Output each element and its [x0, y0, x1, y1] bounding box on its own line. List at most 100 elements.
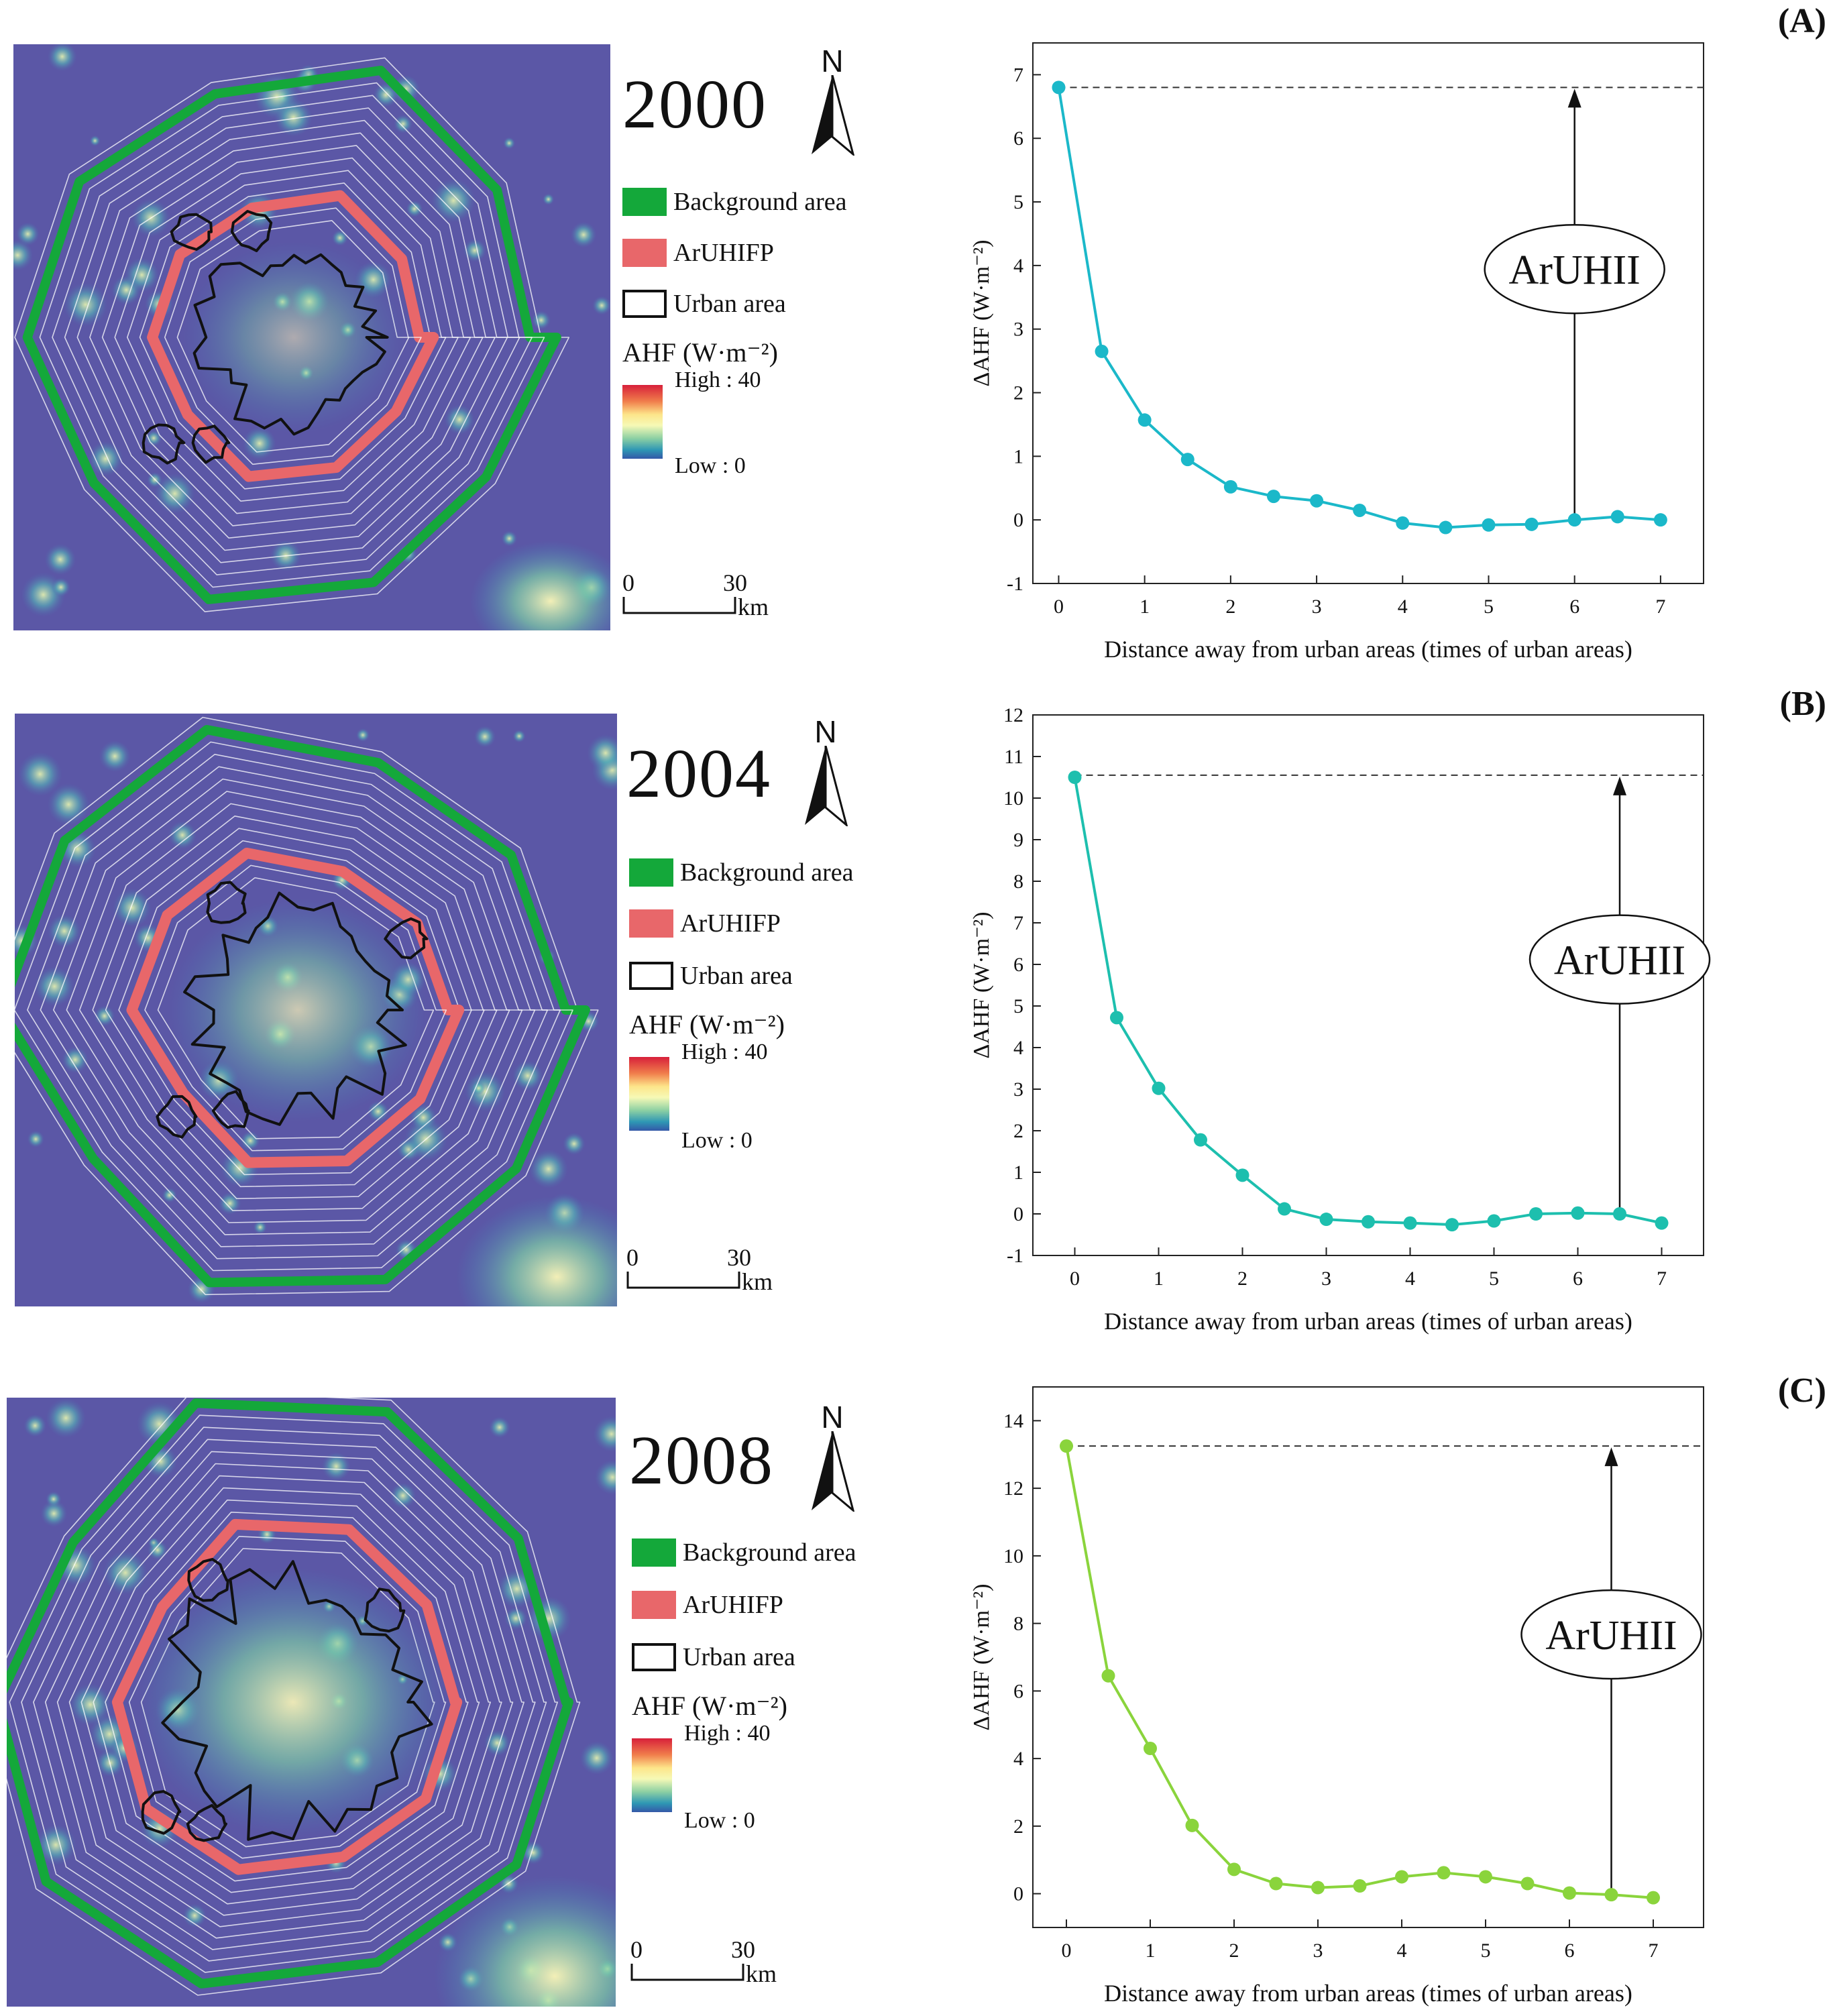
- settlement-glow: [240, 1131, 260, 1151]
- settlement-glow: [579, 1741, 614, 1775]
- aruhii-label: ArUHII: [1554, 938, 1685, 984]
- x-tick-label: 5: [1484, 596, 1494, 618]
- buffer-ring: [66, 791, 523, 1223]
- buffer-ring: [27, 754, 561, 1259]
- settlement-glow: [592, 296, 610, 315]
- y-tick-label: 12: [1003, 1477, 1023, 1500]
- data-point: [1437, 1866, 1451, 1880]
- settlement-glow: [27, 1130, 44, 1148]
- data-point: [1445, 1218, 1459, 1232]
- aruhii-arrowhead: [1613, 776, 1626, 795]
- data-point: [1353, 503, 1367, 517]
- data-point: [1060, 1439, 1073, 1453]
- settlement-glow: [356, 728, 370, 742]
- settlement-glow: [406, 201, 423, 217]
- scale-bar-path: [622, 597, 736, 614]
- chart-c: 0 2 4 6 8 10 12 14 0 1 2 3 4 5 6 7 Distance away from ur…: [952, 1371, 1777, 2008]
- background-area-ring: [15, 725, 590, 1288]
- settlement-glow: [394, 115, 412, 133]
- data-point: [1110, 1011, 1123, 1025]
- aruhifp-ring: [126, 848, 465, 1168]
- data-point: [1353, 1879, 1367, 1893]
- data-point: [1655, 1216, 1669, 1230]
- urban-area-outline: [170, 213, 213, 251]
- settlement-glow: [16, 222, 40, 246]
- legend-label: Background area: [680, 858, 854, 887]
- urban-area-outline: [191, 425, 231, 464]
- buffer-ring: [64, 107, 520, 563]
- scale-zero: 0: [630, 1936, 643, 1963]
- scale-distance: 30: [727, 1244, 751, 1271]
- scale-unit: km: [746, 1960, 777, 1987]
- y-tick-label: -1: [1007, 573, 1023, 595]
- urban-area-swatch: [629, 962, 673, 990]
- y-tick-label: 3: [1013, 1078, 1023, 1101]
- neighbor-city-glow: [434, 1875, 616, 2007]
- y-tick-label: 2: [1013, 382, 1023, 404]
- settlement-glow: [17, 752, 62, 797]
- x-axis-label: Distance away from urban areas (times of…: [1104, 1308, 1632, 1335]
- scale-bar-line: [630, 1964, 744, 1981]
- buffer-ring: [105, 828, 485, 1188]
- y-tick-label: 10: [1003, 787, 1023, 809]
- buffer-ring: [7, 1398, 581, 1996]
- buffer-ring: [44, 1451, 524, 1939]
- y-tick-label: 7: [1013, 912, 1023, 934]
- background-area-ring: [7, 1398, 573, 1989]
- data-point: [1613, 1207, 1626, 1221]
- ahf-color-ramp: [629, 1057, 669, 1131]
- y-axis-label: ΔAHF (W·m⁻²): [969, 1583, 994, 1730]
- data-point: [1647, 1891, 1660, 1905]
- plot-frame: [1032, 42, 1704, 584]
- buffer-ring: [76, 119, 508, 551]
- settlement-glow: [23, 1414, 47, 1437]
- aruhii-ellipse: [1484, 223, 1665, 315]
- ahf-map-2000: [13, 44, 610, 630]
- settlement-glow: [182, 1903, 207, 1927]
- data-point: [1439, 520, 1453, 535]
- buffer-ring: [105, 1512, 469, 1882]
- settlement-glow: [13, 239, 34, 271]
- scale-bar-path: [626, 1272, 740, 1289]
- x-tick-label: 2: [1225, 596, 1235, 618]
- y-tick-label: 10: [1003, 1545, 1023, 1567]
- settlement-glow: [40, 1500, 68, 1527]
- background-area-swatch: [629, 858, 673, 887]
- buffer-ring: [21, 1426, 547, 1962]
- aruhifp-swatch: [622, 239, 667, 267]
- y-tick-label: 6: [1013, 127, 1023, 150]
- buffer-ring: [52, 95, 533, 575]
- legend-label: Urban area: [680, 962, 793, 990]
- data-point: [1137, 413, 1152, 427]
- x-tick-label: 1: [1146, 1940, 1156, 1962]
- urban-area-outline: [384, 917, 429, 960]
- data-point: [1487, 1214, 1501, 1228]
- buffer-ring: [56, 1463, 514, 1927]
- neighbor-city-glow: [456, 1196, 617, 1306]
- ahf-low-label: Low : 0: [675, 453, 746, 478]
- x-tick-label: 3: [1321, 1268, 1331, 1290]
- data-point: [1311, 1881, 1325, 1895]
- settlement-glow: [88, 441, 123, 477]
- buffer-ring: [101, 145, 484, 526]
- x-tick-label: 0: [1054, 596, 1064, 618]
- settlement-glow: [463, 239, 486, 262]
- data-point: [1310, 494, 1324, 508]
- panel-label: (C): [1777, 1371, 1826, 1410]
- y-tick-label: 7: [1013, 64, 1023, 86]
- north-arrow-right-half: [831, 1431, 855, 1512]
- data-point: [1144, 1742, 1157, 1756]
- data-point: [1653, 513, 1667, 527]
- settlement-glow: [392, 74, 421, 103]
- x-tick-label: 5: [1481, 1940, 1491, 1962]
- scale-unit: km: [742, 1268, 773, 1295]
- settlement-glow: [367, 1101, 389, 1123]
- buffer-ring: [144, 864, 447, 1152]
- legend-label: ArUHIFP: [680, 909, 781, 938]
- settlement-glow: [474, 726, 496, 748]
- x-tick-label: 7: [1649, 1940, 1659, 1962]
- aruhifp-ring: [111, 1518, 463, 1875]
- buffer-ring: [114, 157, 471, 514]
- settlement-glow: [593, 1416, 616, 1453]
